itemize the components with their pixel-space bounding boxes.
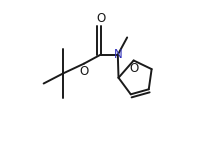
- Text: O: O: [79, 65, 89, 78]
- Text: N: N: [114, 48, 123, 61]
- Text: O: O: [130, 62, 139, 75]
- Text: O: O: [97, 12, 106, 24]
